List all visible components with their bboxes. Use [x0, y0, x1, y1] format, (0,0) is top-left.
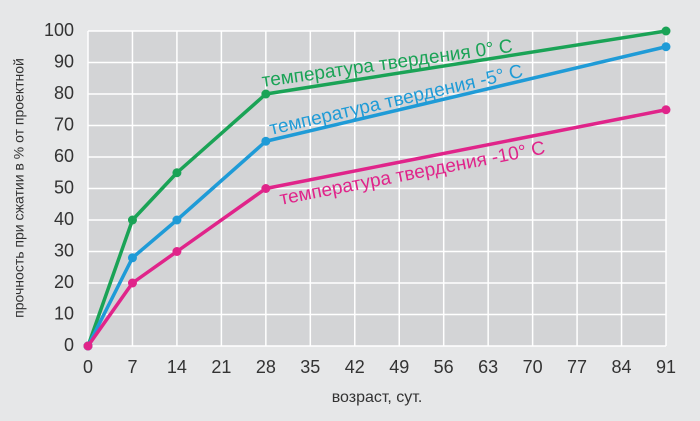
- data-point: [661, 105, 671, 115]
- x-tick-label: 35: [300, 357, 320, 377]
- x-tick-label: 7: [127, 357, 137, 377]
- data-point: [127, 278, 137, 288]
- y-tick-label: 70: [54, 114, 74, 134]
- y-tick-label: 30: [54, 240, 74, 260]
- x-tick-label: 42: [345, 357, 365, 377]
- y-tick-label: 80: [54, 83, 74, 103]
- x-tick-label: 56: [434, 357, 454, 377]
- y-tick-label: 20: [54, 272, 74, 292]
- y-tick-label: 90: [54, 51, 74, 71]
- x-tick-label: 84: [612, 357, 632, 377]
- y-axis-label: прочность при сжатии в % от проектной: [11, 58, 27, 318]
- data-point: [127, 215, 137, 225]
- y-tick-label: 40: [54, 209, 74, 229]
- x-tick-label: 28: [256, 357, 276, 377]
- x-tick-label: 14: [167, 357, 187, 377]
- y-tick-label: 0: [64, 335, 74, 355]
- data-point: [172, 247, 182, 256]
- x-tick-label: 77: [567, 357, 587, 377]
- x-tick-label: 63: [478, 357, 498, 377]
- data-point: [172, 215, 182, 225]
- y-tick-label: 50: [54, 177, 74, 197]
- y-tick-label: 10: [54, 303, 74, 323]
- x-tick-label: 0: [83, 357, 93, 377]
- data-point: [261, 89, 271, 99]
- data-point: [127, 253, 137, 263]
- data-point: [261, 184, 271, 193]
- x-tick-label: 49: [389, 357, 409, 377]
- data-point: [83, 341, 93, 351]
- data-point: [261, 136, 271, 146]
- x-tick-label: 91: [656, 357, 676, 377]
- x-tick-label: 70: [523, 357, 543, 377]
- x-tick-label: 21: [211, 357, 231, 377]
- y-tick-label: 60: [54, 146, 74, 166]
- data-point: [661, 42, 671, 52]
- y-tick-label: 100: [44, 20, 74, 40]
- x-axis-label: возраст, сут.: [332, 389, 423, 406]
- data-point: [172, 168, 182, 178]
- data-point: [661, 26, 671, 36]
